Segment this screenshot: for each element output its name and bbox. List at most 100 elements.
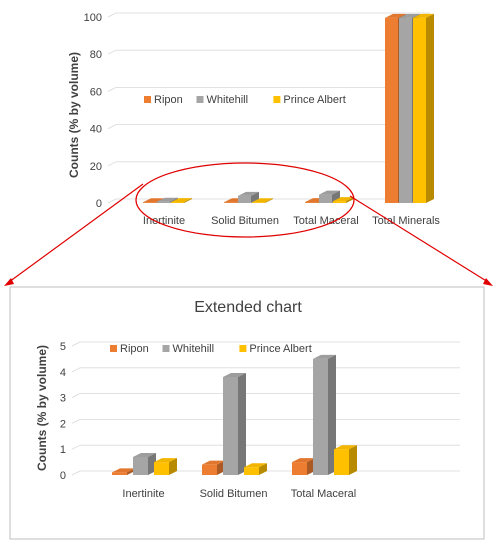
bar-front: [157, 201, 170, 203]
bar-front: [334, 449, 349, 475]
gridline-depth: [107, 124, 117, 129]
gridline-depth: [71, 393, 81, 398]
arrow-to-extended-right: [349, 195, 489, 283]
extended-chart: Extended chart 0 1 2 3 4 5 Inertinite Solid Bi…: [9, 286, 485, 540]
bar-front: [133, 456, 148, 475]
arrow-to-extended-left: [8, 183, 144, 283]
gridline-depth: [71, 470, 81, 476]
bar-total-maceral-prince-albert: [333, 197, 354, 203]
bar-top: [157, 197, 178, 202]
bar-side: [426, 13, 434, 204]
bar-inertinite-whitehill: [133, 452, 156, 475]
bar-top: [171, 198, 192, 203]
y-tick-label: 80: [90, 49, 102, 61]
top-chart-gridlines: [107, 12, 430, 204]
category-label-total-maceral: Total Maceral: [293, 215, 358, 227]
category-label-solid-bitumen: Solid Bitumen: [211, 215, 279, 227]
extended-chart-gridlines: [71, 341, 460, 476]
bar-top: [292, 458, 315, 463]
bar-top: [413, 13, 434, 18]
bar-front: [238, 195, 251, 203]
legend-swatch-whitehill: [162, 345, 170, 352]
bar-front: [313, 358, 328, 475]
bar-front: [171, 202, 184, 203]
gridline-depth: [71, 367, 81, 373]
legend-label-ripon: Ripon: [120, 343, 149, 355]
bar-total-maceral-prince-albert: [334, 445, 357, 475]
bar-side: [346, 197, 354, 203]
bar-top: [223, 372, 246, 377]
bar-front: [292, 462, 307, 475]
bar-top: [313, 354, 336, 359]
bar-side: [349, 445, 357, 475]
bar-front: [252, 202, 265, 203]
top-chart: 0 20 40 60 80 100 Inertinite Solid Bitumen Tota…: [67, 12, 440, 227]
y-tick-label: 100: [84, 12, 102, 24]
legend-label-whitehill: Whitehill: [207, 94, 249, 106]
bar-front: [413, 17, 426, 204]
category-label-total-minerals: Total Minerals: [372, 215, 440, 227]
gridline-depth: [107, 87, 117, 92]
bar-side: [184, 198, 192, 203]
bar-front: [333, 201, 346, 203]
category-label-total-maceral: Total Maceral: [291, 488, 356, 500]
bar-side: [259, 463, 267, 475]
bar-side: [265, 198, 273, 203]
legend-label-prince-albert: Prince Albert: [249, 343, 311, 355]
legend-swatch-prince-albert: [273, 96, 281, 103]
legend-label-whitehill: Whitehill: [173, 343, 215, 355]
bar-top: [252, 198, 273, 203]
legend-swatch-prince-albert: [239, 345, 247, 352]
bar-solid-bitumen-prince-albert: [244, 463, 267, 475]
arrow-right-head: [483, 278, 493, 286]
category-label-inertinite: Inertinite: [143, 215, 185, 227]
bar-front: [244, 467, 259, 475]
y-tick-label: 20: [90, 161, 102, 173]
extended-chart-title: Extended chart: [194, 299, 302, 316]
gridline-depth: [71, 341, 81, 347]
bar-top: [334, 445, 357, 450]
bar-solid-bitumen-whitehill: [238, 191, 259, 203]
bar-front: [319, 194, 332, 203]
top-chart-legend: Ripon Whitehill Prince Albert: [144, 94, 346, 106]
zoom-annotation: [4, 162, 493, 286]
y-tick-label: 0: [60, 470, 66, 482]
highlight-ellipse: [135, 162, 355, 238]
arrow-left-head: [4, 278, 14, 286]
bar-solid-bitumen-whitehill: [223, 372, 246, 475]
bar-side: [251, 191, 259, 203]
y-tick-label: 3: [60, 393, 66, 405]
bar-front: [112, 472, 127, 475]
bar-front: [385, 17, 398, 204]
gridline-depth: [107, 12, 117, 18]
bar-top: [333, 197, 354, 202]
bar-inertinite-prince-albert: [171, 198, 192, 203]
y-tick-label: 5: [60, 341, 66, 353]
category-label-solid-bitumen: Solid Bitumen: [200, 488, 268, 500]
bar-top: [202, 460, 225, 465]
top-chart-y-ticks: 0 20 40 60 80 100: [84, 12, 102, 210]
legend-label-prince-albert: Prince Albert: [283, 94, 345, 106]
y-tick-label: 1: [60, 444, 66, 456]
bar-side: [328, 354, 336, 475]
bar-top: [385, 13, 406, 18]
bar-top: [154, 458, 177, 463]
bar-front: [305, 202, 318, 203]
bar-front: [399, 17, 412, 204]
bar-top: [238, 191, 259, 196]
gridline-depth: [107, 198, 117, 204]
bar-inertinite-prince-albert: [154, 458, 177, 475]
extended-chart-legend: Ripon Whitehill Prince Albert: [110, 343, 312, 355]
gridline-depth: [107, 161, 117, 167]
bar-top: [319, 190, 340, 195]
extended-chart-y-ticks: 0 1 2 3 4 5: [60, 341, 66, 482]
bar-top: [143, 198, 164, 203]
bar-side: [169, 458, 177, 475]
extended-chart-categories: Inertinite Solid Bitumen Total Maceral: [122, 488, 356, 500]
bar-front: [154, 462, 169, 475]
bar-top: [399, 13, 420, 18]
bar-top: [133, 452, 156, 457]
top-chart-bars: [143, 13, 434, 204]
bar-top: [112, 468, 135, 473]
